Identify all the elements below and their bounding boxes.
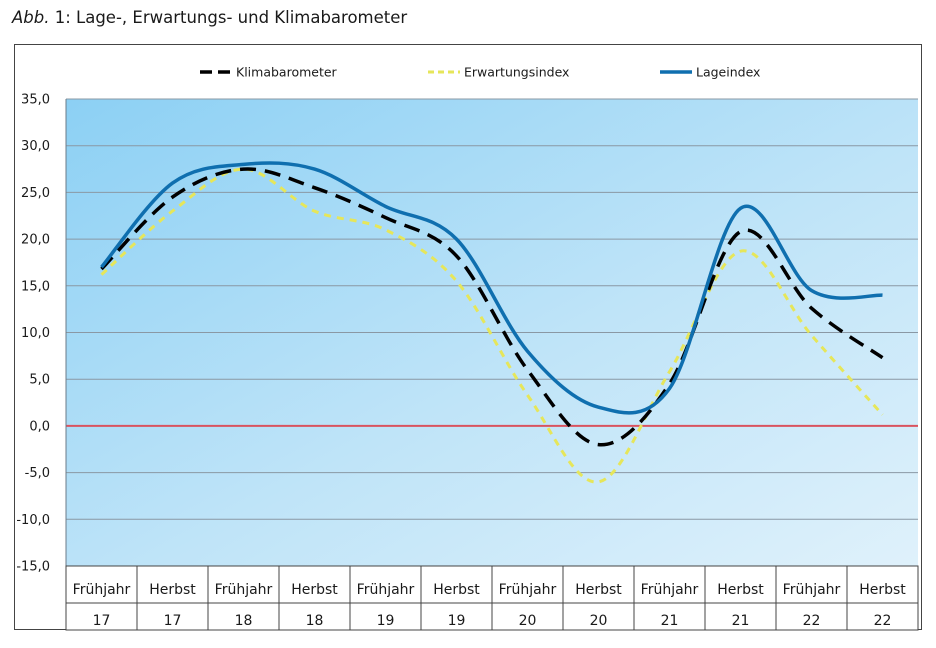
y-tick-label: -5,0 bbox=[25, 466, 50, 481]
legend-label-erwartungsindex: Erwartungsindex bbox=[464, 65, 569, 80]
x-tick-label-year: 22 bbox=[803, 613, 821, 629]
x-tick-label-season: Frühjahr bbox=[215, 582, 273, 598]
y-tick-label: 30,0 bbox=[21, 139, 50, 154]
series-lines bbox=[100, 161, 884, 484]
x-tick-label-season: Frühjahr bbox=[641, 582, 699, 598]
gridlines bbox=[66, 98, 918, 567]
x-tick-label-season: Frühjahr bbox=[783, 582, 841, 598]
series-line-erwartungsindex bbox=[100, 167, 884, 484]
y-tick-label: 10,0 bbox=[21, 326, 50, 341]
x-tick-label-season: Herbst bbox=[575, 582, 622, 598]
legend-label-lageindex: Lageindex bbox=[696, 65, 760, 80]
x-tick-label-year: 20 bbox=[519, 613, 537, 629]
x-tick-label-year: 17 bbox=[93, 613, 111, 629]
x-tick-label-season: Frühjahr bbox=[73, 582, 131, 598]
y-tick-label: 15,0 bbox=[21, 279, 50, 294]
series-line-klimabarometer bbox=[100, 167, 884, 447]
legend-label-klimabarometer: Klimabarometer bbox=[236, 65, 338, 80]
y-tick-label: 20,0 bbox=[21, 233, 50, 248]
x-tick-label-season: Herbst bbox=[859, 582, 906, 598]
x-tick-label-year: 21 bbox=[732, 613, 750, 629]
x-tick-label-season: Herbst bbox=[291, 582, 338, 598]
y-tick-label: -10,0 bbox=[16, 513, 50, 528]
series-line-lageindex bbox=[100, 161, 883, 415]
y-tick-label: 25,0 bbox=[21, 186, 50, 201]
x-tick-label-season: Herbst bbox=[717, 582, 764, 598]
x-tick-label-season: Frühjahr bbox=[499, 582, 557, 598]
y-tick-label: 0,0 bbox=[29, 419, 50, 434]
figure-title: Abb. 1: Lage-, Erwartungs- und Klimabaro… bbox=[12, 8, 407, 27]
figure-title-text: 1: Lage-, Erwartungs- und Klimabarometer bbox=[49, 8, 408, 27]
x-tick-label-year: 18 bbox=[235, 613, 253, 629]
x-tick-label-year: 18 bbox=[306, 613, 324, 629]
x-tick-label-season: Herbst bbox=[433, 582, 480, 598]
x-tick-label-year: 19 bbox=[448, 613, 466, 629]
x-tick-label-year: 20 bbox=[590, 613, 608, 629]
x-tick-label-year: 21 bbox=[661, 613, 679, 629]
x-tick-label-year: 22 bbox=[874, 613, 892, 629]
x-tick-label-year: 19 bbox=[377, 613, 395, 629]
figure-prefix: Abb. bbox=[12, 8, 50, 27]
x-tick-label-season: Frühjahr bbox=[357, 582, 415, 598]
x-tick-label-year: 17 bbox=[164, 613, 182, 629]
legend: Klimabarometer Erwartungsindex Lageindex bbox=[200, 65, 760, 80]
y-tick-label: 35,0 bbox=[21, 93, 50, 108]
x-axis: Frühjahr 17 Herbst 17 Frühjahr 18 Herbst 18 Früh… bbox=[65, 565, 919, 631]
y-tick-label: -15,0 bbox=[16, 560, 50, 575]
y-axis: 35,0 30,0 25,0 20,0 15,0 10,0 5,0 0,0 -5,0 -10,0 -… bbox=[16, 93, 67, 575]
x-tick-label-season: Herbst bbox=[149, 582, 196, 598]
y-tick-label: 5,0 bbox=[29, 373, 50, 388]
